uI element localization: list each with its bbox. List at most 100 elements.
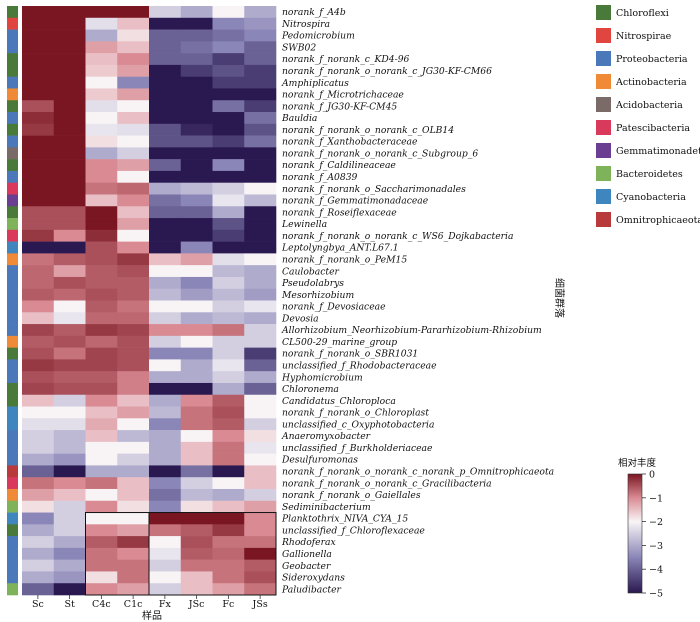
phylum-marker bbox=[7, 100, 18, 113]
heatmap-cell bbox=[117, 547, 150, 560]
heatmap-cell bbox=[85, 324, 118, 337]
heatmap-cell bbox=[149, 371, 182, 384]
heatmap-cell bbox=[149, 41, 182, 54]
row-label: Desulfuromonas bbox=[281, 455, 358, 466]
heatmap-cell bbox=[22, 300, 55, 313]
heatmap-cell bbox=[149, 194, 182, 207]
heatmap-cell bbox=[212, 547, 245, 560]
row-label: Caulobacter bbox=[282, 266, 340, 277]
heatmap-cell bbox=[117, 218, 150, 231]
phylum-marker bbox=[7, 41, 18, 54]
heatmap-cell bbox=[22, 418, 55, 431]
heatmap-cell bbox=[117, 430, 150, 443]
heatmap-cell bbox=[180, 182, 213, 195]
heatmap-cell bbox=[212, 206, 245, 219]
heatmap-cell bbox=[117, 29, 150, 42]
heatmap-cell bbox=[85, 229, 118, 242]
heatmap-cell bbox=[244, 218, 277, 231]
row-label: norank_f_norank_o_norank_c_norank_p_Omni… bbox=[282, 467, 554, 478]
heatmap-cell bbox=[180, 6, 213, 19]
heatmap-cell bbox=[149, 88, 182, 101]
row-label: Pseudolabrys bbox=[281, 278, 344, 289]
heatmap-cell bbox=[53, 300, 86, 313]
heatmap-cell bbox=[212, 335, 245, 348]
heatmap-cell bbox=[117, 382, 150, 396]
heatmap-cell bbox=[85, 312, 118, 325]
heatmap-cell bbox=[85, 88, 118, 101]
heatmap-cell bbox=[212, 524, 245, 537]
colorbar-tick-label: −1 bbox=[649, 493, 663, 504]
heatmap-cell bbox=[244, 359, 277, 372]
heatmap-cell bbox=[212, 276, 245, 290]
heatmap-cell bbox=[180, 159, 213, 172]
heatmap-cell bbox=[85, 571, 118, 584]
heatmap-cell bbox=[244, 512, 277, 525]
row-label: norank_f_Microtrichaceae bbox=[282, 90, 404, 101]
row-label: norank_f_norank_o_Chloroplast bbox=[282, 408, 429, 419]
phylum-marker bbox=[7, 194, 18, 207]
heatmap-cell bbox=[180, 500, 213, 513]
phylum-marker bbox=[7, 453, 18, 466]
heatmap-cell bbox=[180, 276, 213, 290]
heatmap-cell bbox=[22, 477, 55, 490]
heatmap-cell bbox=[244, 559, 277, 572]
heatmap-cell bbox=[22, 112, 55, 125]
row-label: Leptolyngbya_ANT.L67.1 bbox=[281, 243, 399, 254]
phylum-marker bbox=[7, 300, 18, 313]
row-label: Hyphomicrobium bbox=[281, 372, 363, 383]
heatmap-cell bbox=[149, 418, 182, 431]
row-label: norank_f_norank_o_Saccharimonadales bbox=[282, 184, 466, 195]
phylum-marker bbox=[7, 112, 18, 125]
heatmap-cell bbox=[180, 453, 213, 466]
heatmap-cell bbox=[180, 324, 213, 337]
row-label: norank_f_norank_o_norank_c_Subgroup_6 bbox=[282, 148, 478, 159]
heatmap-cell bbox=[149, 559, 182, 572]
phylum-marker bbox=[7, 324, 18, 337]
heatmap-cell bbox=[212, 229, 245, 242]
heatmap-cell bbox=[149, 465, 182, 478]
heatmap-cell bbox=[212, 300, 245, 313]
heatmap-cell bbox=[85, 500, 118, 513]
row-label: SWB02 bbox=[282, 42, 316, 53]
heatmap-cell bbox=[117, 583, 150, 596]
heatmap-cell bbox=[149, 135, 182, 148]
colorbar-gradient bbox=[627, 473, 643, 594]
row-label: norank_f_norank_o_PeM15 bbox=[282, 254, 407, 265]
phylum-marker bbox=[7, 500, 18, 513]
heatmap-cell bbox=[85, 6, 118, 19]
heatmap-cell bbox=[85, 147, 118, 160]
heatmap-cell bbox=[85, 241, 118, 254]
heatmap-cell bbox=[244, 206, 277, 219]
heatmap-cell bbox=[53, 324, 86, 337]
row-label: norank_f_norank_c_KD4-96 bbox=[282, 54, 410, 65]
heatmap-cell bbox=[85, 112, 118, 125]
heatmap-cell bbox=[117, 76, 150, 89]
heatmap-cell bbox=[22, 324, 55, 337]
phylum-marker bbox=[7, 76, 18, 89]
row-label: Allorhizobium_Neorhizobium-Pararhizobium… bbox=[281, 325, 542, 336]
heatmap-cell bbox=[22, 182, 55, 195]
heatmap-cell bbox=[85, 41, 118, 54]
legend-swatch bbox=[596, 166, 611, 181]
heatmap-cell bbox=[53, 218, 86, 231]
heatmap-cell bbox=[212, 88, 245, 101]
heatmap-cell bbox=[117, 170, 150, 183]
heatmap-cell bbox=[180, 430, 213, 443]
heatmap-cell bbox=[212, 347, 245, 360]
heatmap-cell bbox=[53, 123, 86, 136]
heatmap-cell bbox=[85, 559, 118, 572]
heatmap-cell bbox=[22, 394, 55, 407]
heatmap-cell bbox=[212, 453, 245, 466]
heatmap-cell bbox=[212, 53, 245, 66]
heatmap-cell bbox=[244, 547, 277, 560]
heatmap-cell bbox=[180, 477, 213, 490]
heatmap-cell bbox=[180, 371, 213, 384]
heatmap-cell bbox=[22, 488, 55, 502]
phylum-marker bbox=[7, 441, 18, 454]
heatmap-cell bbox=[180, 465, 213, 478]
heatmap-cell bbox=[85, 123, 118, 136]
heatmap-cell bbox=[212, 359, 245, 372]
heatmap-cell bbox=[244, 265, 277, 278]
heatmap-cell bbox=[212, 288, 245, 301]
row-label: Sideroxydans bbox=[282, 573, 345, 584]
